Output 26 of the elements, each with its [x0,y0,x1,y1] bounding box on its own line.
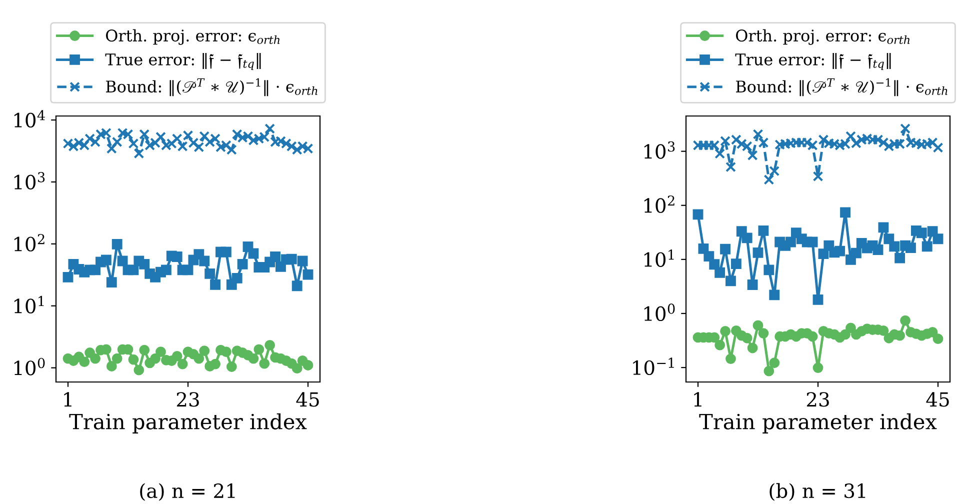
y-tick-label: 10$^{1}$ [644,250,674,267]
y-tick-label: 10$^{−1}$ [633,358,674,376]
y-tick-label: 10$^{0}$ [644,304,675,322]
y-tick-label: 10$^{2}$ [14,234,44,252]
text: (a) n = 21 [140,483,235,501]
x-tick-label: 1 [64,392,72,406]
legend-label: Orth. proj. error: ϵ$_{orth}$ [736,29,910,45]
legend-label: Orth. proj. error: ϵ$_{orth}$ [106,29,280,45]
x-tick-label: 1 [694,392,702,406]
x-tick-label: 45 [926,392,949,407]
x-tick-label: 23 [806,392,829,407]
x-axis-title: Train parameter index [699,413,937,434]
y-tick-label: 10$^{3}$ [14,172,45,190]
y-tick-label: 10$^{3}$ [644,141,675,159]
legend-label: True error: ‖𝔣 − 𝔣$_{tq}$‖ [105,53,261,70]
y-tick-label: 10$^{4}$ [14,110,45,128]
x-axis-title: Train parameter index [69,413,307,434]
legend-label: Bound: ‖(𝒫$^{T}$ ∗ 𝒰)$^{−1}$‖ · ϵ$_{orth}$ [736,78,948,96]
y-tick-label: 10$^{2}$ [644,195,674,213]
x-tick-label: 23 [176,392,199,407]
legend-label: True error: ‖𝔣 − 𝔣$_{tq}$‖ [735,53,891,70]
x-tick-label: 45 [296,392,319,407]
y-tick-label: 10$^{1}$ [14,296,44,314]
legend-label: Bound: ‖(𝒫$^{T}$ ∗ 𝒰)$^{−1}$‖ · ϵ$_{orth}$ [106,78,318,96]
y-tick-label: 10$^{0}$ [14,358,45,376]
text: (b) n = 31 [770,483,866,501]
